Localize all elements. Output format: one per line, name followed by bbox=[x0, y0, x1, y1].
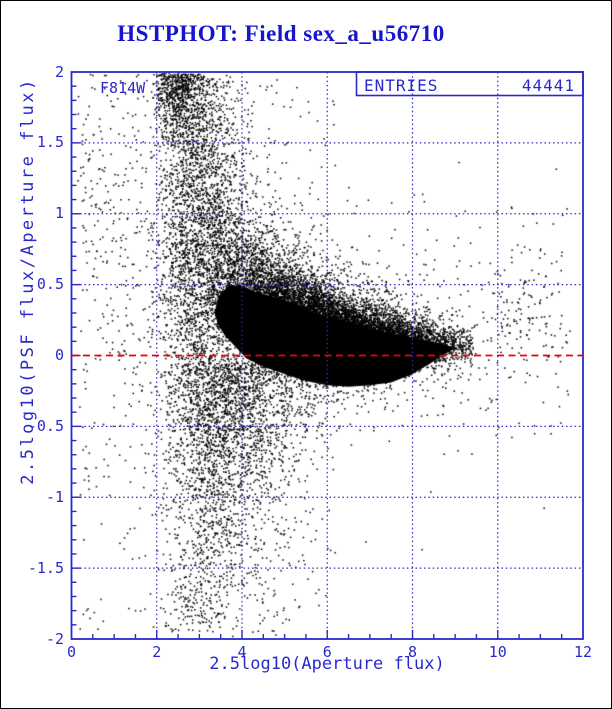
y-tick-label: 0 bbox=[54, 346, 64, 364]
stats-box-border bbox=[355, 71, 584, 97]
stats-box-value: 44441 bbox=[521, 76, 575, 95]
stats-box-label: ENTRIES bbox=[364, 76, 439, 95]
y-tick-label: -0.5 bbox=[27, 416, 64, 435]
y-axis-title: 2.5log10(PSF flux/Aperture flux) bbox=[18, 77, 38, 485]
y-tick-label: 0.5 bbox=[36, 275, 64, 294]
y-tick-label: -1 bbox=[45, 487, 64, 506]
gridlines bbox=[71, 72, 583, 639]
x-tick-label: 8 bbox=[407, 643, 418, 661]
y-tick-label: -1.5 bbox=[27, 558, 64, 577]
axis-ticks bbox=[71, 85, 563, 639]
x-tick-label: 10 bbox=[488, 643, 507, 661]
y-tick-label: 2 bbox=[54, 62, 64, 81]
plot-title: HSTPHOT: Field sex_a_u56710 bbox=[117, 21, 445, 46]
x-tick-label: 4 bbox=[237, 643, 247, 661]
x-axis-title: 2.5log10(Aperture flux) bbox=[209, 654, 445, 674]
y-tick-label: -2 bbox=[45, 629, 64, 648]
x-tick-label: 12 bbox=[573, 643, 593, 661]
x-tick-label: 6 bbox=[322, 643, 332, 661]
x-tick-label: 0 bbox=[66, 643, 77, 661]
x-tick-label: 2 bbox=[152, 643, 162, 661]
y-tick-label: 1.5 bbox=[36, 133, 64, 152]
y-tick-label: 1 bbox=[54, 204, 64, 223]
